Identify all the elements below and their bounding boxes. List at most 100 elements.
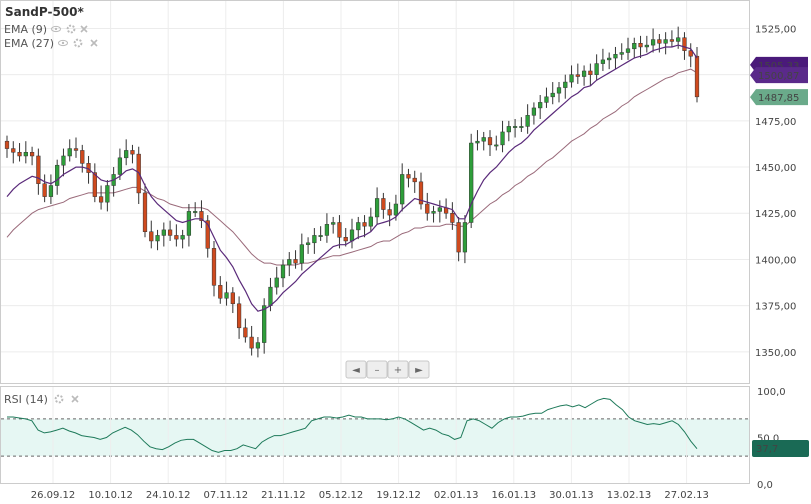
nav-zoom-out-button[interactable]: –: [366, 360, 388, 379]
candle-down: [199, 200, 204, 229]
candle-body: [431, 211, 436, 214]
candle-body: [362, 222, 367, 227]
candle-body: [42, 183, 47, 197]
candle-body: [180, 235, 185, 240]
y-tick-label: 1350,00: [755, 348, 796, 359]
rsi-label: RSI (14): [4, 393, 48, 406]
gear-icon[interactable]: [66, 24, 76, 34]
candle-body: [236, 303, 242, 329]
candle-body: [412, 177, 417, 183]
candle-down: [98, 185, 104, 210]
candle-down: [588, 63, 593, 86]
nav-button-glyph: +: [394, 365, 402, 376]
nav-left-button[interactable]: ◄: [345, 360, 367, 379]
candle-body: [305, 242, 311, 245]
candle-up: [318, 226, 323, 241]
candle-up: [544, 87, 549, 108]
nav-button-glyph: ◄: [352, 365, 360, 376]
candle-down: [450, 202, 455, 230]
indicator-ema-27[interactable]: EMA (27): [4, 37, 98, 50]
candle-body: [174, 235, 179, 240]
rsi-grid: [52, 387, 688, 483]
x-tick-label: 27.02.13: [664, 490, 709, 501]
nav-right-button[interactable]: ►: [408, 360, 430, 379]
gear-icon[interactable]: [54, 394, 64, 404]
candle-down: [638, 35, 643, 59]
candle-body: [255, 342, 261, 349]
candle-down: [688, 43, 693, 68]
x-tick-label: 02.01.13: [434, 490, 479, 501]
candle-up: [462, 215, 468, 264]
candle-up: [431, 205, 436, 223]
candle-body: [199, 211, 204, 221]
candle-body: [374, 198, 380, 218]
candle-body: [218, 285, 223, 299]
candle-down: [249, 325, 254, 356]
candle-down: [425, 192, 430, 221]
x-tick-label: 21.11.12: [261, 490, 306, 501]
candle-up: [105, 179, 110, 212]
candle-body: [61, 155, 66, 166]
candle-body: [193, 211, 198, 213]
candle-up: [224, 281, 229, 306]
candle-body: [531, 107, 537, 116]
candle-down: [174, 224, 179, 247]
nav-button-glyph: –: [375, 365, 380, 376]
candle-body: [469, 142, 474, 223]
candle-body: [550, 92, 555, 98]
candle-body: [494, 144, 499, 147]
gear-icon[interactable]: [73, 38, 83, 48]
candle-up: [494, 135, 499, 151]
candle-body: [506, 126, 511, 133]
candle-body: [268, 286, 273, 306]
candle-body: [142, 192, 148, 232]
candle-body: [650, 39, 656, 46]
candle-body: [67, 148, 72, 157]
candle-body: [17, 152, 22, 157]
close-icon[interactable]: [90, 39, 98, 47]
close-icon[interactable]: [71, 395, 79, 403]
candle-down: [412, 170, 417, 193]
candle-down: [293, 250, 298, 269]
rsi-y-tick-label: 50,0: [757, 434, 779, 445]
chart-title: SandP-500*: [5, 5, 84, 19]
candle-body: [387, 209, 392, 216]
y-tick-label: 1375,00: [755, 302, 796, 313]
nav-zoom-in-button[interactable]: +: [387, 360, 409, 379]
candle-body: [337, 222, 342, 238]
candle-body: [105, 185, 110, 203]
nav-button-box: [408, 360, 430, 379]
candle-down: [130, 144, 135, 164]
x-axis-ticks: 26.09.12 10.10.12 24.10.12 07.11.12 21.11.12…: [31, 490, 709, 501]
candle-up: [193, 202, 198, 217]
rsi-legend[interactable]: RSI (14): [4, 393, 79, 406]
indicator-ema-9[interactable]: EMA (9): [4, 23, 88, 36]
eye-icon[interactable]: [58, 39, 68, 47]
candle-body: [331, 222, 336, 225]
candle-body: [117, 157, 123, 175]
candle-body: [400, 174, 405, 205]
candle-body: [663, 39, 668, 44]
candle-up: [331, 216, 336, 234]
candle-up: [613, 46, 618, 70]
candle-down: [669, 30, 675, 47]
candle-body: [73, 148, 79, 151]
candle-body: [682, 37, 687, 51]
candle-body: [519, 126, 524, 128]
candle-body: [262, 305, 267, 343]
candle-body: [161, 229, 166, 236]
candle-up: [600, 48, 606, 71]
candle-body: [556, 87, 562, 94]
rsi-badge-box: [752, 440, 809, 457]
close-icon[interactable]: [80, 25, 88, 33]
candle-body: [638, 43, 643, 48]
eye-icon[interactable]: [51, 25, 61, 33]
candle-up: [23, 141, 28, 164]
candle-body: [462, 222, 468, 253]
candle-body: [657, 39, 662, 44]
candle-body: [676, 37, 681, 42]
candle-down: [456, 216, 461, 262]
candle-down: [205, 215, 210, 258]
candle-up: [374, 187, 380, 225]
chart-navigation[interactable]: ◄ – + ►: [345, 360, 430, 379]
